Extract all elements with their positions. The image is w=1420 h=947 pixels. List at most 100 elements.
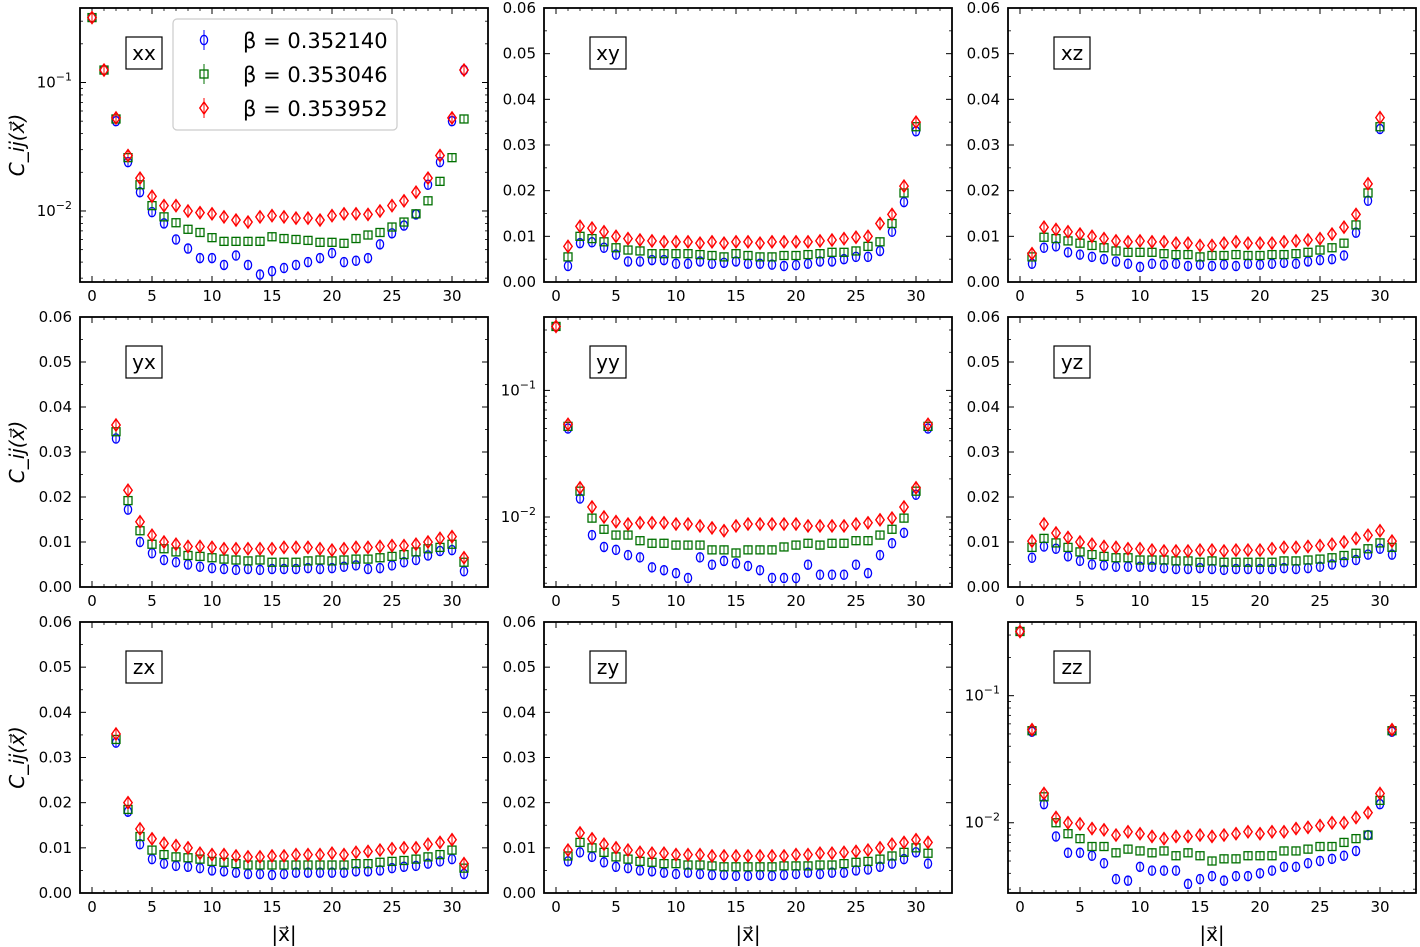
y-tick-label: 10−2 <box>965 811 1000 832</box>
data-point <box>647 562 657 573</box>
data-point <box>1339 250 1349 261</box>
data-point <box>1063 847 1073 859</box>
data-point <box>1158 543 1170 559</box>
data-point <box>1302 539 1314 554</box>
data-point <box>1122 824 1134 839</box>
data-point <box>458 62 470 78</box>
panel-yz: 0 5 10 15 20 25 30 0.00 0.01 0.02 0.03 0.04 0.05 0.06… <box>967 308 1417 610</box>
x-tick-label: 25 <box>1310 287 1329 305</box>
data-point <box>1254 235 1266 251</box>
data-point <box>755 564 765 576</box>
data-point <box>339 256 349 268</box>
x-tick-label: 5 <box>611 287 621 305</box>
x-tick-label: 30 <box>1370 898 1389 916</box>
x-tick-label: 20 <box>322 592 341 610</box>
data-point <box>1146 829 1158 844</box>
data-point <box>1146 542 1158 558</box>
panel-label: yx <box>132 350 156 374</box>
data-point <box>1206 238 1218 253</box>
data-point <box>327 247 337 259</box>
data-point <box>1134 826 1146 841</box>
data-point <box>562 842 574 858</box>
x-axis-label: |x⃗| <box>735 922 760 946</box>
data-point <box>159 554 169 566</box>
data-point <box>863 567 873 579</box>
data-point <box>814 518 826 534</box>
panel-label: yy <box>596 350 620 374</box>
data-point <box>1362 805 1374 820</box>
y-tick-label: 0.04 <box>967 398 1000 416</box>
data-point <box>135 536 145 548</box>
data-point <box>446 529 458 544</box>
data-point <box>1050 222 1062 237</box>
data-point <box>766 848 778 864</box>
data-point <box>146 831 158 847</box>
y-tick-label: 0.02 <box>503 182 536 200</box>
data-point <box>1146 234 1158 250</box>
y-tick-label: 0.03 <box>967 136 1000 154</box>
data-point <box>803 559 813 570</box>
legend-box <box>172 18 398 131</box>
data-point <box>158 198 170 213</box>
data-point <box>398 193 410 209</box>
data-point <box>706 234 718 250</box>
data-point <box>278 209 290 225</box>
x-tick-label: 30 <box>906 287 925 305</box>
data-point <box>1242 824 1254 839</box>
y-tick-label: 10−1 <box>965 684 1000 705</box>
data-point <box>206 540 218 555</box>
data-point <box>195 561 205 573</box>
x-tick-label: 25 <box>846 898 865 916</box>
y-tick-label: 0.00 <box>39 884 72 902</box>
data-point <box>422 534 434 550</box>
data-point <box>574 825 586 841</box>
data-point <box>779 260 789 272</box>
data-point <box>1194 238 1206 253</box>
x-tick-label: 15 <box>726 287 745 305</box>
data-point <box>86 10 98 25</box>
data-point <box>219 259 229 271</box>
data-point <box>398 840 410 856</box>
series-square <box>1027 122 1385 262</box>
data-point <box>122 795 134 810</box>
data-point <box>802 234 814 250</box>
data-point <box>646 233 658 249</box>
x-tick-label: 25 <box>382 592 401 610</box>
data-point <box>1074 534 1086 550</box>
data-point <box>791 572 801 584</box>
data-point <box>1230 826 1242 841</box>
data-point <box>742 234 754 250</box>
data-point <box>110 417 122 433</box>
data-point <box>410 537 422 552</box>
data-point <box>874 840 886 856</box>
data-point <box>862 842 874 858</box>
y-tick-label: 0.05 <box>503 658 536 676</box>
data-point <box>243 259 253 271</box>
panel-xz: 0 5 10 15 20 25 30 0.00 0.01 0.02 0.03 0.04 0.05 0.06… <box>967 0 1417 305</box>
y-tick-label: 0.05 <box>39 353 72 371</box>
data-point <box>1279 861 1289 873</box>
data-point <box>814 846 826 861</box>
data-point <box>899 527 909 539</box>
data-point <box>170 198 182 213</box>
data-point <box>731 558 741 569</box>
data-point <box>338 541 350 556</box>
data-point <box>634 232 646 248</box>
data-point <box>1374 110 1386 125</box>
x-tick-label: 25 <box>846 287 865 305</box>
x-tick-label: 30 <box>442 592 461 610</box>
data-point <box>1266 824 1278 839</box>
data-point <box>1062 815 1074 830</box>
data-point <box>1374 786 1386 801</box>
data-point <box>1243 870 1253 882</box>
data-point <box>887 538 897 549</box>
data-point <box>671 567 681 579</box>
data-point <box>446 832 458 847</box>
data-point <box>898 499 910 515</box>
y-tick-label: 0.05 <box>39 658 72 676</box>
y-tick-label: 0.05 <box>967 353 1000 371</box>
y-tick-label: 0.02 <box>39 488 72 506</box>
data-point <box>682 234 694 250</box>
data-point <box>326 208 338 223</box>
data-point <box>634 845 646 860</box>
